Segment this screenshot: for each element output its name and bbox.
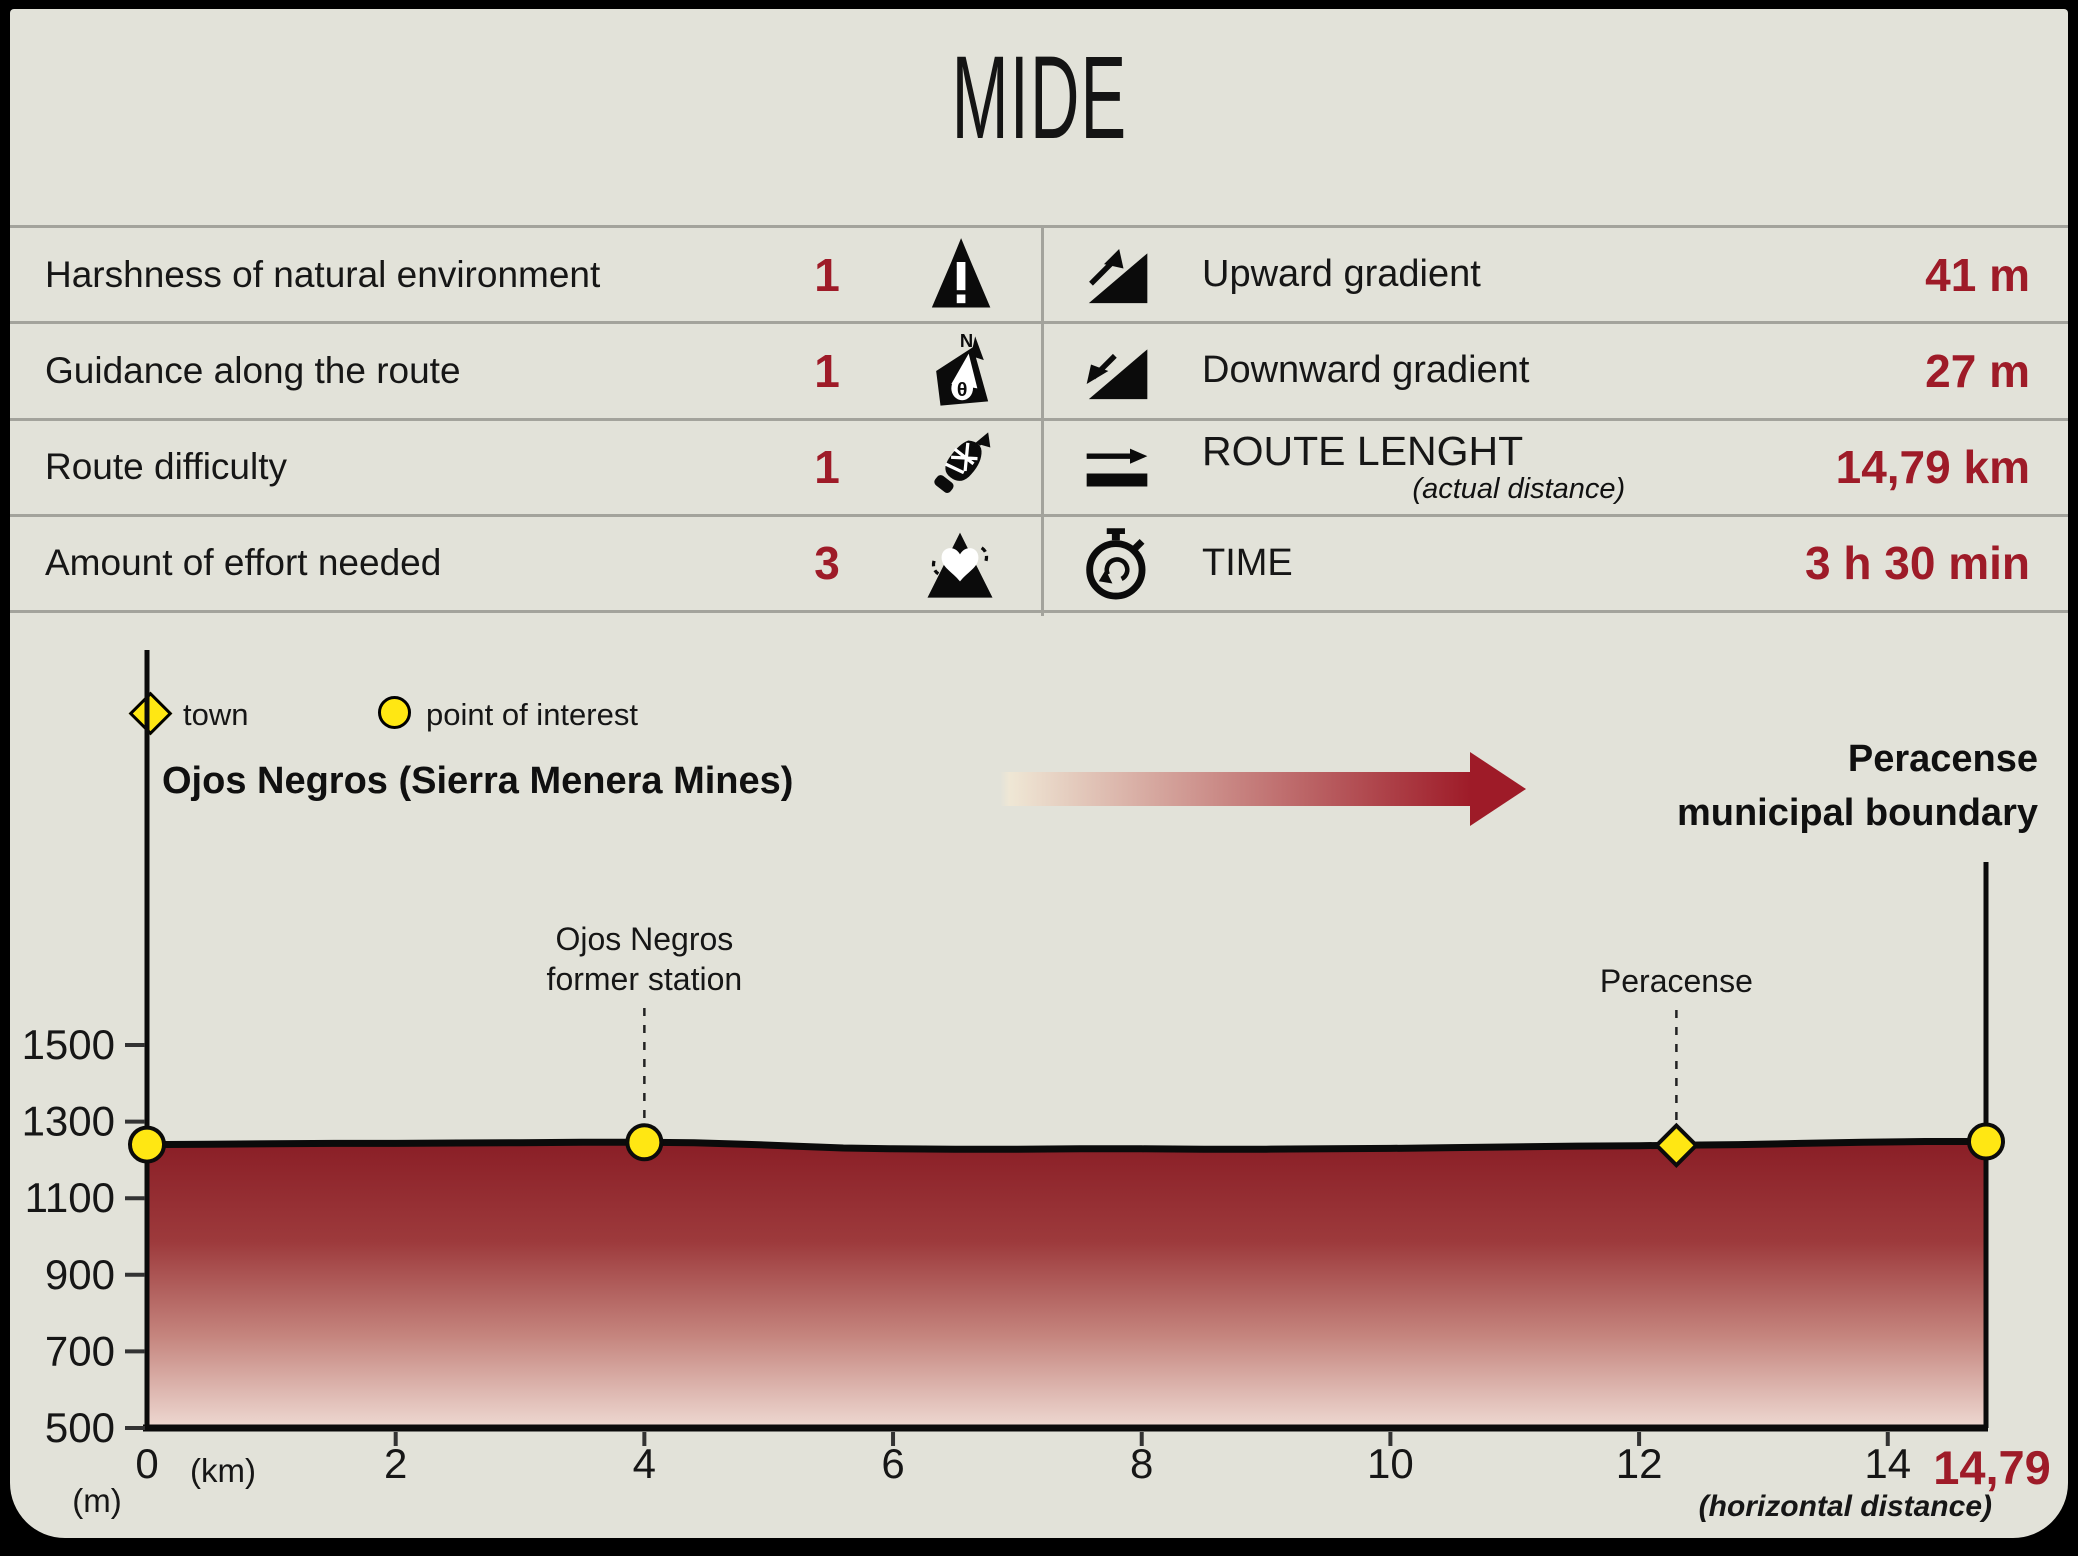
table-row: Guidance along the route 1 N θ	[10, 321, 2068, 417]
route-direction-arrow	[1000, 772, 1472, 806]
marker-annotation: Ojos Negros	[555, 921, 733, 957]
rating-value: 1	[814, 344, 840, 397]
town-legend-label: town	[183, 697, 249, 732]
route-end-line1: Peracense	[1847, 738, 2038, 780]
x-tick-label: 2	[384, 1440, 407, 1487]
point-of-interest-legend-icon	[378, 696, 411, 729]
route-length-axis-label: 14,79	[1933, 1441, 2051, 1494]
stat-label-block: TIME	[1192, 542, 1805, 585]
stat-cell-upward: Upward gradient 41 m	[1042, 228, 2068, 321]
table-row: Amount of effort needed 3	[10, 513, 2068, 613]
town-marker	[1653, 1122, 1700, 1168]
route-direction-arrow-head	[1470, 752, 1526, 826]
point-of-interest-marker	[128, 1125, 166, 1164]
elevation-area	[147, 1141, 1986, 1428]
y-tick-label: 700	[45, 1327, 115, 1374]
x-tick-label: 12	[1616, 1440, 1663, 1487]
x-tick-label: 4	[633, 1440, 656, 1487]
rating-label: Route difficulty	[45, 446, 287, 488]
rating-value: 3	[814, 537, 840, 590]
rating-cell-guidance: Guidance along the route 1 N θ	[10, 324, 1042, 417]
horizontal-distance-note: (horizontal distance)	[1699, 1490, 1992, 1523]
upward-gradient-icon	[1042, 236, 1192, 314]
rating-value: 1	[814, 441, 840, 494]
y-tick-label: 900	[45, 1251, 115, 1298]
x-origin-label: 0	[135, 1440, 158, 1487]
route-end-line2: municipal boundary	[1676, 791, 2038, 834]
rating-label: Amount of effort needed	[45, 542, 442, 584]
boot-icon	[877, 426, 1042, 508]
page-title: MIDE	[0, 30, 2078, 166]
svg-text:N: N	[959, 330, 972, 351]
svg-text:θ: θ	[956, 379, 967, 401]
stat-value: 14,79 km	[1835, 441, 2030, 494]
marker-annotation: former station	[547, 961, 743, 997]
rating-label: Harshness of natural environment	[45, 253, 601, 295]
y-tick-label: 1500	[22, 1021, 115, 1068]
point-of-interest-legend-label: point of interest	[426, 697, 638, 732]
y-tick-label: 1100	[25, 1174, 115, 1221]
stat-cell-time: TIME 3 h 30 min	[1042, 517, 2068, 610]
stat-cell-length: ROUTE LENGHT (actual distance) 14,79 km	[1042, 421, 2068, 514]
stat-value: 41 m	[1925, 248, 2030, 301]
table-row: Harshness of natural environment 1	[10, 225, 2068, 321]
x-tick-label: 6	[881, 1440, 904, 1487]
y-tick-label: 1300	[22, 1098, 115, 1145]
heart-mountain-icon	[877, 522, 1042, 604]
x-tick-label: 14	[1864, 1440, 1911, 1487]
route-length-icon	[1042, 428, 1192, 506]
mide-rating-table: Harshness of natural environment 1	[10, 225, 2068, 613]
rating-cell-effort: Amount of effort needed 3	[10, 517, 1042, 610]
marker-annotation: Peracense	[1600, 963, 1753, 999]
stat-value: 27 m	[1925, 344, 2030, 397]
stat-label: TIME	[1202, 541, 1293, 584]
table-row: Route difficulty 1	[10, 417, 2068, 514]
stat-label-block: ROUTE LENGHT (actual distance)	[1192, 428, 1836, 506]
stat-label-block: Downward gradient	[1192, 349, 1925, 392]
x-tick-label: 8	[1130, 1440, 1153, 1487]
y-tick-label: 500	[45, 1404, 115, 1451]
route-start-name: Ojos Negros (Sierra Menera Mines)	[162, 760, 794, 802]
stat-label-block: Upward gradient	[1192, 253, 1925, 296]
stat-label: Downward gradient	[1202, 349, 1530, 392]
point-of-interest-marker	[625, 1123, 664, 1162]
warning-mountain-icon	[877, 236, 1042, 314]
stat-value: 3 h 30 min	[1805, 537, 2030, 590]
stat-label: Upward gradient	[1202, 253, 1481, 296]
stopwatch-icon	[1042, 522, 1192, 604]
rating-label: Guidance along the route	[45, 349, 461, 391]
x-tick-label: 10	[1367, 1440, 1414, 1487]
downward-gradient-icon	[1042, 332, 1192, 410]
table-center-divider	[1041, 225, 1044, 616]
stat-cell-downward: Downward gradient 27 m	[1042, 324, 2068, 417]
route-end-name: Peracense municipal boundary	[1677, 733, 2038, 841]
rating-cell-difficulty: Route difficulty 1	[10, 421, 1042, 514]
stat-label: ROUTE LENGHT	[1202, 428, 1524, 475]
compass-icon: N θ	[877, 330, 1042, 412]
point-of-interest-marker	[1967, 1122, 2005, 1161]
y-axis-unit-label: (m)	[72, 1482, 121, 1519]
stat-sublabel: (actual distance)	[1412, 473, 1626, 506]
rating-value: 1	[814, 248, 840, 301]
rating-cell-harshness: Harshness of natural environment 1	[10, 228, 1042, 321]
page-title-text: MIDE	[951, 32, 1127, 164]
x-axis-unit-label: (km)	[190, 1452, 256, 1489]
